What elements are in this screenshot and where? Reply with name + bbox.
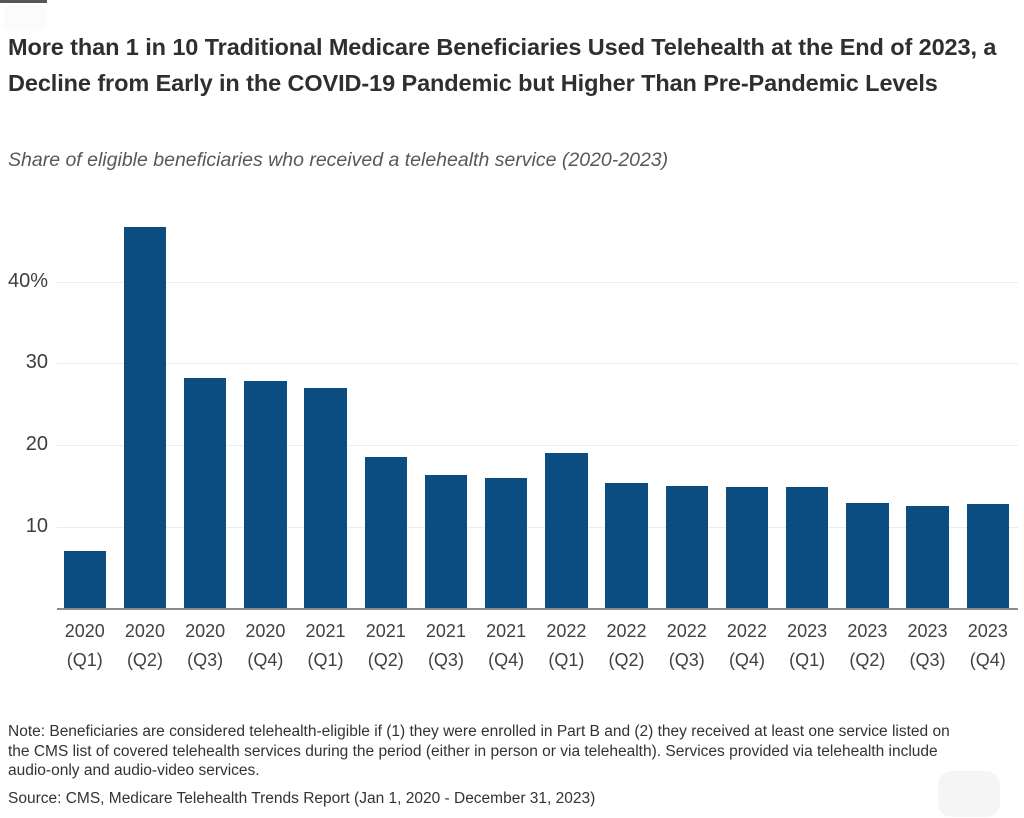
bar-2023-q3	[906, 505, 949, 609]
gridline-30	[57, 363, 1018, 365]
x-axis-line	[57, 607, 1018, 610]
y-axis-tick-label: 20	[25, 433, 48, 456]
x-axis-tick-label: 2021 (Q3)	[425, 621, 466, 670]
x-axis-tick-label: 2023 (Q3)	[907, 621, 948, 670]
bar-2020-q3	[183, 378, 227, 609]
bar-2022-q4	[725, 486, 769, 609]
x-axis-tick-label: 2023 (Q2)	[847, 621, 888, 670]
faded-logo-topleft	[4, 5, 46, 31]
x-axis-tick-label: 2020 (Q4)	[245, 621, 286, 670]
x-axis-tick-label: 2020 (Q1)	[64, 621, 105, 670]
x-axis-tick-label: 2022 (Q1)	[546, 621, 587, 670]
bar-2021-q3	[424, 475, 468, 609]
bar-2020-q2	[123, 226, 167, 609]
bar-2022-q1	[545, 453, 588, 609]
chart-title: More than 1 in 10 Traditional Medicare B…	[8, 34, 997, 96]
x-axis-tick-label: 2023 (Q1)	[787, 621, 828, 670]
bar-2020-q1	[63, 551, 106, 609]
cropped-header-strip	[0, 0, 47, 3]
x-axis-tick-label: 2021 (Q2)	[365, 621, 406, 670]
note-text: Note: Beneficiaries are considered teleh…	[8, 723, 950, 779]
x-axis-tick-label: 2021 (Q4)	[486, 621, 527, 670]
chart-subtitle: Share of eligible beneficiaries who rece…	[8, 149, 669, 171]
bar-2022-q3	[665, 485, 708, 609]
bar-2020-q4	[244, 380, 287, 609]
gridline-20	[57, 445, 1018, 447]
faded-logo-bottomright	[938, 771, 1000, 817]
y-axis-tick-label: 10	[25, 514, 48, 537]
bar-2022-q2	[605, 483, 648, 609]
bar-2021-q4	[484, 477, 528, 609]
source-text: Source: CMS, Medicare Telehealth Trends …	[8, 790, 596, 807]
x-axis-tick-label: 2020 (Q2)	[124, 621, 165, 670]
bar-2021-q2	[364, 456, 407, 609]
gridline-40	[57, 281, 1018, 283]
x-axis-tick-label: 2021 (Q1)	[305, 621, 346, 670]
x-axis-tick-label: 2022 (Q2)	[606, 621, 647, 670]
x-axis-tick-label: 2022 (Q4)	[726, 621, 767, 670]
bar-2023-q2	[846, 503, 889, 609]
bar-2023-q4	[966, 503, 1009, 609]
bar-2023-q1	[785, 486, 829, 609]
bar-2021-q1	[304, 387, 347, 609]
y-axis-tick-label: 40%	[7, 269, 48, 292]
y-axis-tick-label: 30	[25, 351, 48, 374]
x-axis-tick-label: 2020 (Q3)	[185, 621, 226, 670]
gridline-10	[57, 526, 1018, 528]
x-axis-tick-label: 2023 (Q4)	[967, 621, 1008, 670]
x-axis-tick-label: 2022 (Q3)	[666, 621, 707, 670]
